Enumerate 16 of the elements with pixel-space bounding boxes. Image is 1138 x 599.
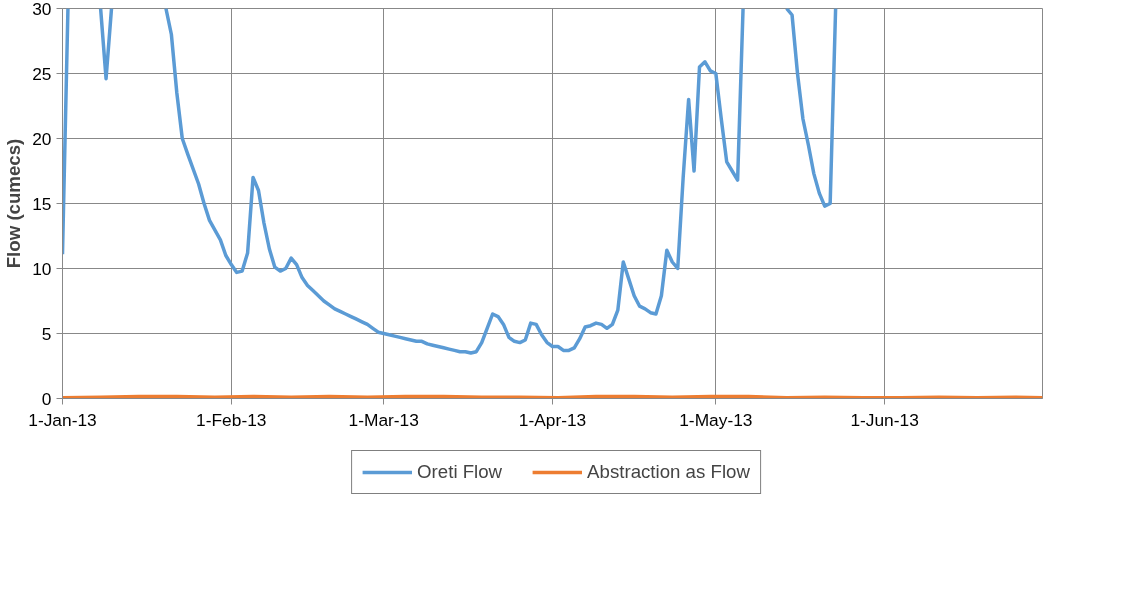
y-tick-label: 5: [41, 323, 52, 344]
y-tick-label: 0: [41, 388, 52, 409]
y-tick-label: 20: [32, 128, 52, 149]
y-axis-title: Flow (cumecs): [3, 138, 25, 269]
y-tick-label: 15: [32, 193, 52, 214]
x-tick-label: 1-Feb-13: [196, 409, 267, 430]
x-tick-label: 1-Mar-13: [348, 409, 419, 430]
x-tick-label: 1-May-13: [679, 409, 753, 430]
x-tick-label: 1-Apr-13: [518, 409, 587, 430]
x-tick-label: 1-Jun-13: [850, 409, 919, 430]
legend-label: Oreti Flow: [417, 461, 503, 483]
y-tick-label: 25: [32, 63, 52, 84]
y-tick-label: 10: [32, 258, 52, 279]
legend-label: Abstraction as Flow: [587, 461, 750, 483]
y-tick-label: 30: [32, 0, 52, 19]
x-tick-label: 1-Jan-13: [28, 409, 97, 430]
